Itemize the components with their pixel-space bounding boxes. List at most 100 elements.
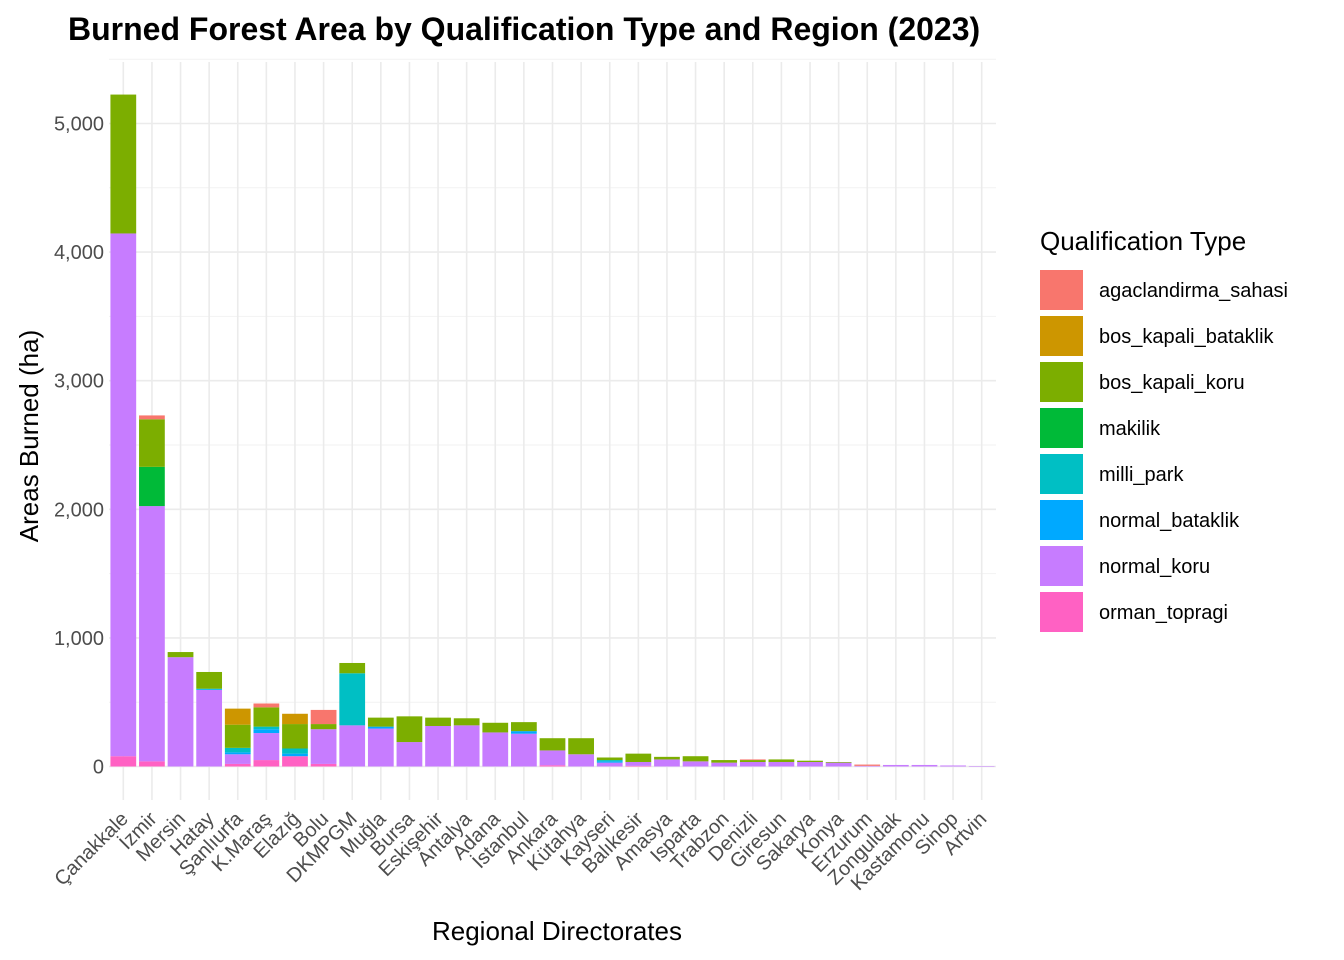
legend-title: Qualification Type bbox=[1040, 226, 1246, 256]
bar-segment-orman_topragi bbox=[539, 765, 566, 767]
bar-segment-normal_koru bbox=[625, 761, 652, 766]
y-tick-label: 1,000 bbox=[54, 628, 104, 650]
bar-segment-agaclandirma_sahasi bbox=[310, 709, 337, 725]
y-tick-label: 5,000 bbox=[54, 114, 104, 136]
bar-segment-normal_koru bbox=[711, 762, 738, 767]
bar-segment-normal_koru bbox=[482, 732, 509, 767]
x-tick-label: Çanakkale bbox=[50, 808, 132, 890]
bar-segment-normal_koru bbox=[682, 761, 709, 767]
bar-segment-milli_park bbox=[196, 688, 223, 690]
y-tick-label: 0 bbox=[93, 757, 104, 779]
bar-segment-normal_koru bbox=[739, 761, 766, 767]
bar-segment-normal_bataklik bbox=[224, 752, 251, 755]
bar-segment-bos_kapali_koru bbox=[425, 717, 451, 726]
bar-segment-bos_kapali_koru bbox=[768, 759, 795, 762]
bar-segment-agaclandirma_sahasi bbox=[253, 703, 280, 708]
bar-segment-bos_kapali_koru bbox=[139, 419, 165, 467]
legend-label: normal_koru bbox=[1099, 556, 1210, 578]
bar-segment-normal_koru bbox=[425, 725, 451, 767]
bar-segment-orman_topragi bbox=[253, 760, 280, 767]
bar-segment-bos_kapali_koru bbox=[654, 756, 680, 760]
legend-swatch bbox=[1040, 316, 1083, 356]
y-axis: 0 1,000 2,000 3,000 4,000 5,000 bbox=[54, 114, 104, 779]
legend-swatch bbox=[1040, 270, 1083, 310]
bar-segment-bos_kapali_koru bbox=[539, 738, 566, 751]
legend-label: makilik bbox=[1099, 418, 1161, 440]
bar-segment-normal_koru bbox=[396, 742, 423, 767]
bar-segment-bos_kapali_koru bbox=[682, 756, 709, 762]
bar-segment-bos_kapali_koru bbox=[167, 652, 194, 658]
bar-segment-normal_koru bbox=[596, 762, 623, 767]
grid bbox=[109, 58, 996, 800]
bar-segment-bos_kapali_koru bbox=[596, 757, 623, 761]
bar-segment-normal_bataklik bbox=[282, 753, 308, 757]
bar-segment-bos_kapali_koru bbox=[568, 738, 594, 755]
bar-segment-bos_kapali_koru bbox=[453, 718, 480, 726]
bar-segment-normal_koru bbox=[768, 761, 795, 767]
bar-segment-normal_koru bbox=[511, 733, 537, 767]
bars bbox=[110, 94, 995, 767]
bar-segment-normal_koru bbox=[367, 728, 394, 767]
legend-swatch bbox=[1040, 408, 1083, 448]
bar-segment-bos_kapali_koru bbox=[511, 722, 537, 732]
bar-segment-normal_koru bbox=[940, 765, 966, 767]
bar-segment-bos_kapali_koru bbox=[797, 760, 823, 762]
bar-segment-normal_koru bbox=[310, 729, 337, 764]
y-tick-label: 3,000 bbox=[54, 371, 104, 393]
bar-segment-orman_topragi bbox=[310, 763, 337, 767]
bar-segment-bos_kapali_bataklik bbox=[224, 708, 251, 725]
legend-items: agaclandirma_sahasi bos_kapali_bataklikbo… bbox=[1040, 270, 1288, 632]
bar-segment-bos_kapali_koru bbox=[196, 671, 223, 689]
bar-segment-bos_kapali_koru bbox=[396, 716, 423, 743]
bar-segment-normal_bataklik bbox=[596, 761, 623, 763]
legend-swatch bbox=[1040, 454, 1083, 494]
bar-segment-normal_koru bbox=[568, 754, 594, 767]
bar-segment-orman_topragi bbox=[224, 763, 251, 767]
bar-segment-normal_koru bbox=[139, 506, 165, 762]
bar-segment-orman_topragi bbox=[139, 761, 165, 767]
y-tick-label: 2,000 bbox=[54, 499, 104, 521]
bar-segment-bos_kapali_koru bbox=[367, 717, 394, 727]
bar-segment-bos_kapali_koru bbox=[825, 761, 852, 763]
bar-segment-normal_koru bbox=[167, 657, 194, 767]
legend-label: orman_topragi bbox=[1099, 602, 1228, 624]
legend-swatch bbox=[1040, 362, 1083, 402]
legend-swatch bbox=[1040, 500, 1083, 540]
legend-swatch bbox=[1040, 592, 1083, 632]
bar-segment-normal_koru bbox=[654, 759, 680, 767]
bar-segment-orman_topragi bbox=[110, 756, 137, 767]
bar-segment-bos_kapali_koru bbox=[625, 753, 652, 762]
bar-segment-normal_koru bbox=[911, 764, 938, 767]
bar-segment-milli_park bbox=[339, 673, 366, 726]
legend: Qualification Type agaclandirma_sahasibo… bbox=[1040, 226, 1288, 632]
bar-segment-bos_kapali_koru bbox=[482, 722, 509, 733]
bar-segment-normal_koru bbox=[797, 761, 823, 767]
bar-segment-normal_koru bbox=[196, 689, 223, 767]
bar-segment-normal_koru bbox=[224, 754, 251, 764]
bar-segment-normal_koru bbox=[453, 725, 480, 767]
bar-segment-bos_kapali_bataklik bbox=[282, 713, 308, 725]
x-axis-title: Regional Directorates bbox=[432, 916, 682, 946]
bar-segment-bos_kapali_koru bbox=[339, 662, 366, 674]
bar-segment-normal_bataklik bbox=[253, 729, 280, 734]
bar-segment-bos_kapali_koru bbox=[110, 94, 137, 234]
bar-segment-normal_koru bbox=[882, 764, 909, 767]
bar-segment-milli_park bbox=[224, 747, 251, 753]
bar-segment-milli_park bbox=[596, 760, 623, 762]
legend-label: bos_kapali_koru bbox=[1099, 372, 1245, 394]
chart-title: Burned Forest Area by Qualification Type… bbox=[68, 11, 980, 47]
bar-segment-bos_kapali_koru bbox=[739, 760, 766, 762]
bar-segment-normal_koru bbox=[539, 750, 566, 766]
bar-segment-normal_koru bbox=[968, 766, 995, 767]
bar-segment-normal_koru bbox=[110, 233, 137, 757]
bar-segment-normal_koru bbox=[854, 765, 881, 767]
bar-segment-orman_topragi bbox=[282, 756, 308, 767]
bar-segment-normal_koru bbox=[339, 725, 366, 767]
y-tick-label: 4,000 bbox=[54, 242, 104, 264]
bar-segment-milli_park bbox=[282, 748, 308, 754]
y-axis-title: Areas Burned (ha) bbox=[14, 330, 44, 542]
bar-segment-normal_bataklik bbox=[367, 726, 394, 729]
legend-label: agaclandirma_sahasi bbox=[1099, 280, 1288, 302]
bar-segment-milli_park bbox=[253, 726, 280, 730]
